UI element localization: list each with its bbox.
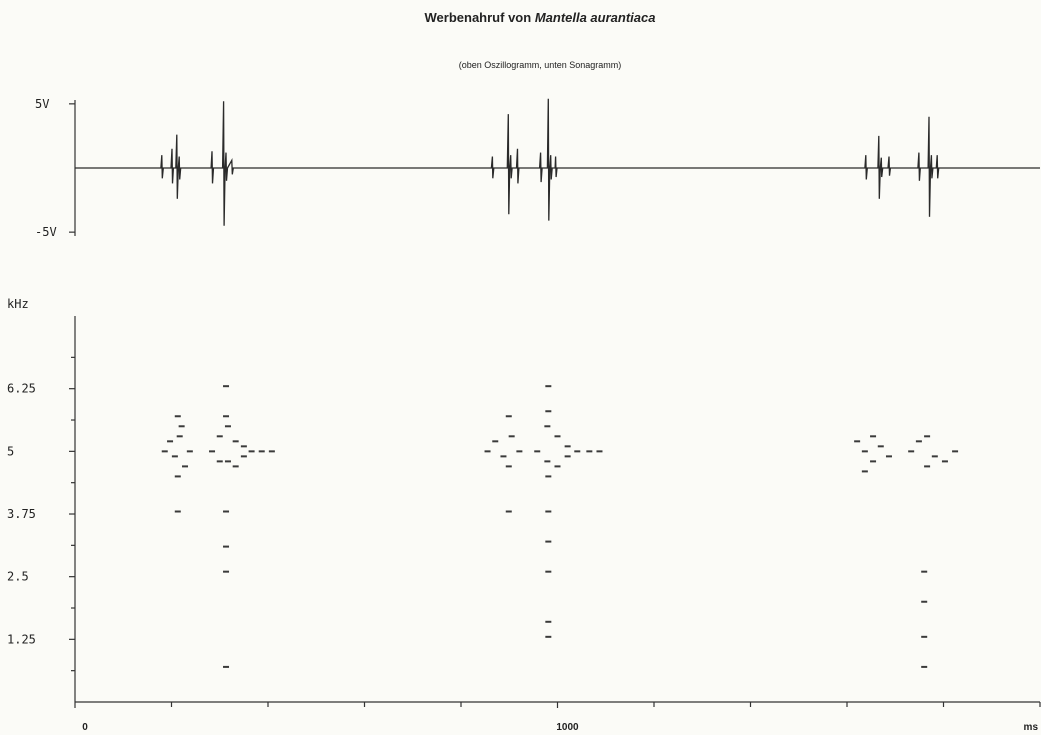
spectral-point	[885, 455, 892, 458]
spectral-point	[176, 435, 183, 438]
title-text: Werbenahruf von	[425, 10, 532, 25]
spectral-point	[861, 470, 868, 473]
spectral-point	[492, 440, 499, 443]
spectral-point	[484, 450, 491, 453]
y-tick-label: 5	[7, 444, 14, 458]
spectral-point	[171, 455, 178, 458]
spectral-point	[574, 450, 581, 453]
spectral-point	[554, 465, 561, 468]
spectral-point	[924, 465, 931, 468]
spectral-point	[240, 445, 247, 448]
spectral-point	[174, 415, 181, 418]
spectral-point	[223, 415, 230, 418]
spectral-point	[870, 460, 877, 463]
x-tick-label: 0	[82, 722, 88, 733]
spectral-point	[854, 440, 861, 443]
spectral-point	[224, 460, 231, 463]
spectral-point	[921, 570, 928, 573]
spectral-point	[167, 440, 174, 443]
y-tick-label: 5V	[35, 97, 49, 111]
spectral-point	[174, 475, 181, 478]
spectral-point	[596, 450, 603, 453]
spectral-point	[545, 510, 552, 513]
x-axis-unit: ms	[1024, 722, 1039, 733]
spectral-point	[224, 425, 231, 428]
spectral-point	[545, 540, 552, 543]
y-tick-label: 1.25	[7, 632, 36, 646]
spectral-point	[182, 465, 189, 468]
spectral-point	[924, 435, 931, 438]
spectral-point	[223, 545, 230, 548]
title-species: Mantella aurantiaca	[535, 10, 656, 25]
subtitle: (oben Oszillogramm, unten Sonagramm)	[459, 60, 622, 70]
spectral-point	[545, 475, 552, 478]
spectral-point	[554, 435, 561, 438]
spectral-point	[586, 450, 593, 453]
spectral-point	[505, 510, 512, 513]
spectral-point	[161, 450, 168, 453]
y-tick-label: 2.5	[7, 570, 29, 584]
spectral-point	[921, 600, 928, 603]
spectral-point	[544, 460, 551, 463]
spectral-point	[216, 435, 223, 438]
y-axis-unit: kHz	[7, 297, 29, 311]
y-tick-label: 6.25	[7, 382, 36, 396]
y-tick-label: 3.75	[7, 507, 36, 521]
spectral-point	[545, 620, 552, 623]
spectral-point	[545, 635, 552, 638]
spectral-point	[545, 410, 552, 413]
spectral-point	[223, 510, 230, 513]
spectral-point	[232, 440, 239, 443]
spectral-point	[209, 450, 216, 453]
spectral-point	[516, 450, 523, 453]
spectral-point	[545, 570, 552, 573]
spectral-point	[216, 460, 223, 463]
spectral-point	[508, 435, 515, 438]
spectral-point	[223, 385, 230, 388]
spectral-point	[240, 455, 247, 458]
y-tick-label: -5V	[35, 225, 57, 239]
spectral-point	[268, 450, 275, 453]
spectral-point	[545, 385, 552, 388]
spectral-point	[952, 450, 959, 453]
figure-title: Werbenahruf von Mantella aurantiaca	[425, 10, 656, 25]
spectral-point	[186, 450, 193, 453]
spectral-point	[861, 450, 868, 453]
x-tick-label: 1000	[556, 722, 579, 733]
spectral-point	[931, 455, 938, 458]
spectral-point	[505, 415, 512, 418]
spectral-point	[877, 445, 884, 448]
spectral-point	[921, 635, 928, 638]
spectral-point	[174, 510, 181, 513]
spectral-point	[564, 445, 571, 448]
spectral-point	[232, 465, 239, 468]
spectral-point	[534, 450, 541, 453]
spectral-point	[500, 455, 507, 458]
spectral-point	[178, 425, 185, 428]
spectral-point	[223, 570, 230, 573]
spectral-point	[258, 450, 265, 453]
spectral-point	[505, 465, 512, 468]
waveform	[75, 98, 1040, 226]
spectral-point	[915, 440, 922, 443]
spectral-point	[921, 665, 928, 668]
spectral-point	[248, 450, 255, 453]
spectral-point	[941, 460, 948, 463]
spectral-point	[223, 665, 230, 668]
spectral-point	[544, 425, 551, 428]
spectral-point	[870, 435, 877, 438]
spectral-point	[908, 450, 915, 453]
spectral-point	[564, 455, 571, 458]
